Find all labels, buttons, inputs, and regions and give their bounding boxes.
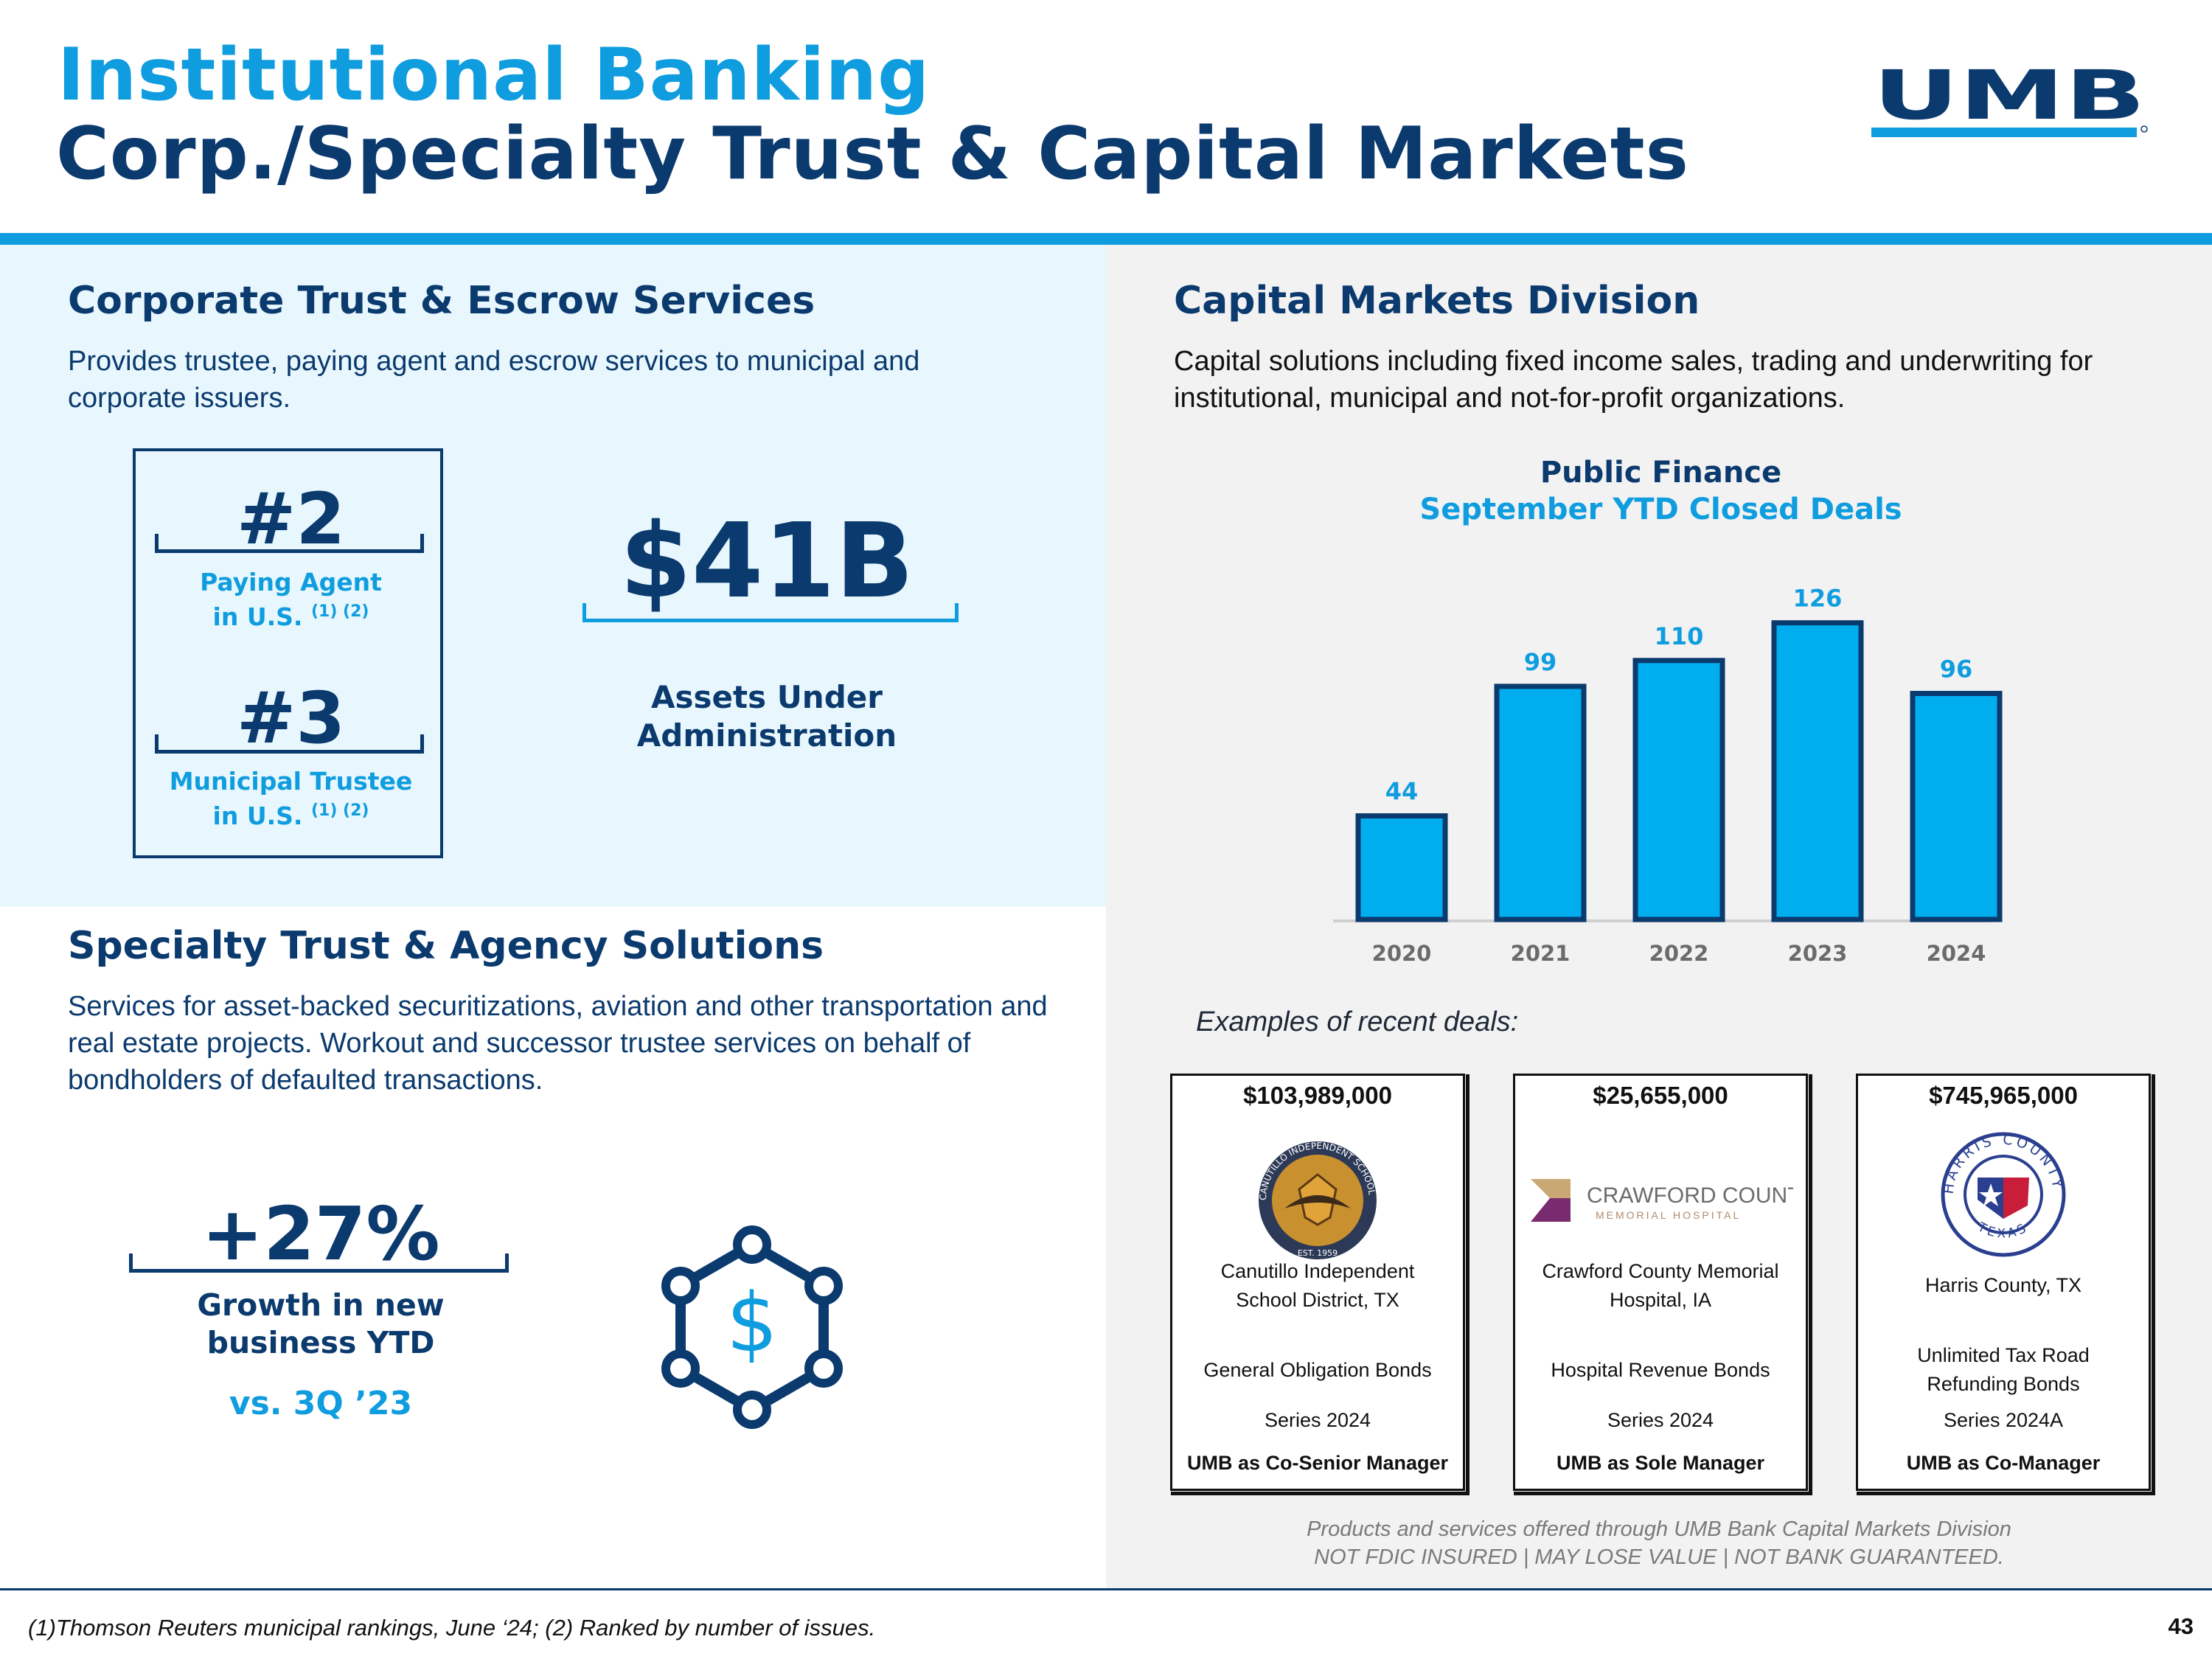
capital-markets-title: Capital Markets Division xyxy=(1174,279,1700,323)
corporate-trust-description: Provides trustee, paying agent and escro… xyxy=(68,346,920,414)
public-finance-chart: 44 2020 99 2021 110 2022 126 2023 96 2024 xyxy=(1333,585,2003,966)
deal-amount: $745,965,000 xyxy=(1929,1082,2078,1109)
deal-bond-type: Hospital Revenue Bonds xyxy=(1551,1359,1770,1381)
aum-label: Assets Under Administration xyxy=(636,679,897,754)
footer-divider xyxy=(0,1588,2212,1590)
chart-tick-label-2020: 2020 xyxy=(1372,941,1432,966)
rank-municipal-trustee-label: Municipal Trustee in U.S. (1) (2) xyxy=(169,767,413,830)
header-divider xyxy=(0,233,2212,245)
network-dollar-icon: $ xyxy=(661,1225,843,1429)
svg-text:EST. 1959: EST. 1959 xyxy=(1298,1248,1338,1258)
deal-role: UMB as Sole Manager xyxy=(1556,1452,1765,1474)
deal-series: Series 2024 xyxy=(1607,1409,1714,1431)
chart-title: Public Finance xyxy=(1540,456,1782,490)
page-number: 43 xyxy=(2168,1613,2194,1639)
rank-bracket xyxy=(155,534,424,553)
logo-text: UMB xyxy=(1873,69,2146,135)
harris-county-seal-icon: HARRIS COUNTY TEXAS xyxy=(1941,1132,2066,1257)
chart-bar-2024 xyxy=(1910,690,2003,922)
svg-text:$: $ xyxy=(726,1276,778,1370)
deal-amount: $103,989,000 xyxy=(1243,1082,1392,1109)
chart-data-label-2020: 44 xyxy=(1385,778,1419,806)
rankings-box: #2 Paying Agent in U.S. (1) (2) #3 Munic… xyxy=(133,448,443,858)
capital-markets-description: Capital solutions including fixed income… xyxy=(1174,346,2093,414)
aum-bracket xyxy=(582,603,959,622)
growth-label: Growth in new business YTD xyxy=(197,1287,445,1360)
deal-issuer: Crawford County Memorial Hospital, IA xyxy=(1542,1260,1779,1311)
deal-series: Series 2024A xyxy=(1943,1409,2064,1431)
canutillo-isd-seal-icon: CANUTILLO INDEPENDENT SCHOOL DISTRICT ES… xyxy=(1248,1138,1377,1259)
chart-bar-2020 xyxy=(1355,813,1448,922)
deal-role: UMB as Co-Manager xyxy=(1906,1452,2101,1474)
aum-value: $41B xyxy=(619,501,914,622)
chart-bar-2021 xyxy=(1494,684,1587,922)
deal-card-harris: $745,965,000 HARRIS COUNTY TEXAS Harris … xyxy=(1856,1074,2155,1495)
chart-tick-label-2021: 2021 xyxy=(1511,941,1571,966)
deal-issuer: Canutillo Independent School District, TX xyxy=(1220,1260,1415,1311)
specialty-trust-title: Specialty Trust & Agency Solutions xyxy=(68,924,824,968)
chart-data-label-2021: 99 xyxy=(1524,648,1557,676)
page-title-line2: Corp./Specialty Trust & Capital Markets xyxy=(56,112,1689,196)
deal-role: UMB as Co-Senior Manager xyxy=(1186,1452,1449,1474)
specialty-trust-description: Services for asset-backed securitization… xyxy=(68,991,1048,1096)
deal-card-crawford: $25,655,000 CRAWFORD COUNTY MEMORIAL HOS… xyxy=(1513,1074,1812,1495)
deal-issuer: Harris County, TX xyxy=(1924,1274,2082,1296)
crawford-county-logo-icon: CRAWFORD COUNTY MEMORIAL HOSPITAL xyxy=(1531,1179,1793,1222)
examples-label: Examples of recent deals: xyxy=(1196,1006,1519,1037)
page-title-line1: Institutional Banking xyxy=(58,33,931,117)
growth-value: +27% xyxy=(201,1191,440,1277)
disclosure: Products and services offered through UM… xyxy=(1307,1517,2011,1569)
chart-tick-label-2024: 2024 xyxy=(1927,941,1986,966)
rank-municipal-trustee: #3 xyxy=(236,677,346,759)
deal-bond-type: Unlimited Tax Road Refunding Bonds xyxy=(1917,1344,2090,1395)
chart-tick-label-2023: 2023 xyxy=(1788,941,1848,966)
deal-amount: $25,655,000 xyxy=(1593,1082,1728,1109)
corporate-trust-panel xyxy=(0,245,1106,907)
chart-tick-label-2022: 2022 xyxy=(1649,941,1709,966)
rank-bracket xyxy=(155,734,424,754)
rank-paying-agent-label: Paying Agent in U.S. (1) (2) xyxy=(200,568,382,631)
chart-bar-2022 xyxy=(1632,658,1725,922)
umb-logo: UMB xyxy=(1871,69,2148,137)
chart-data-label-2022: 110 xyxy=(1655,622,1704,650)
rank-paying-agent: #2 xyxy=(236,478,346,560)
chart-subtitle: September YTD Closed Deals xyxy=(1419,493,1902,526)
growth-comparison: vs. 3Q ’23 xyxy=(229,1385,413,1422)
deal-bond-type: General Obligation Bonds xyxy=(1203,1359,1432,1381)
svg-text:CRAWFORD COUNTY: CRAWFORD COUNTY xyxy=(1587,1183,1793,1208)
growth-bracket xyxy=(129,1253,509,1273)
deal-series: Series 2024 xyxy=(1264,1409,1371,1431)
chart-data-label-2024: 96 xyxy=(1940,655,1973,683)
chart-data-label-2023: 126 xyxy=(1793,585,1843,613)
chart-bar-2023 xyxy=(1771,620,1864,922)
svg-text:MEMORIAL HOSPITAL: MEMORIAL HOSPITAL xyxy=(1596,1209,1741,1221)
deal-card-canutillo: $103,989,000 CANUTILLO INDEPENDENT SCHOO… xyxy=(1170,1074,1470,1495)
corporate-trust-title: Corporate Trust & Escrow Services xyxy=(68,279,815,323)
footnote: (1)Thomson Reuters municipal rankings, J… xyxy=(28,1615,876,1641)
